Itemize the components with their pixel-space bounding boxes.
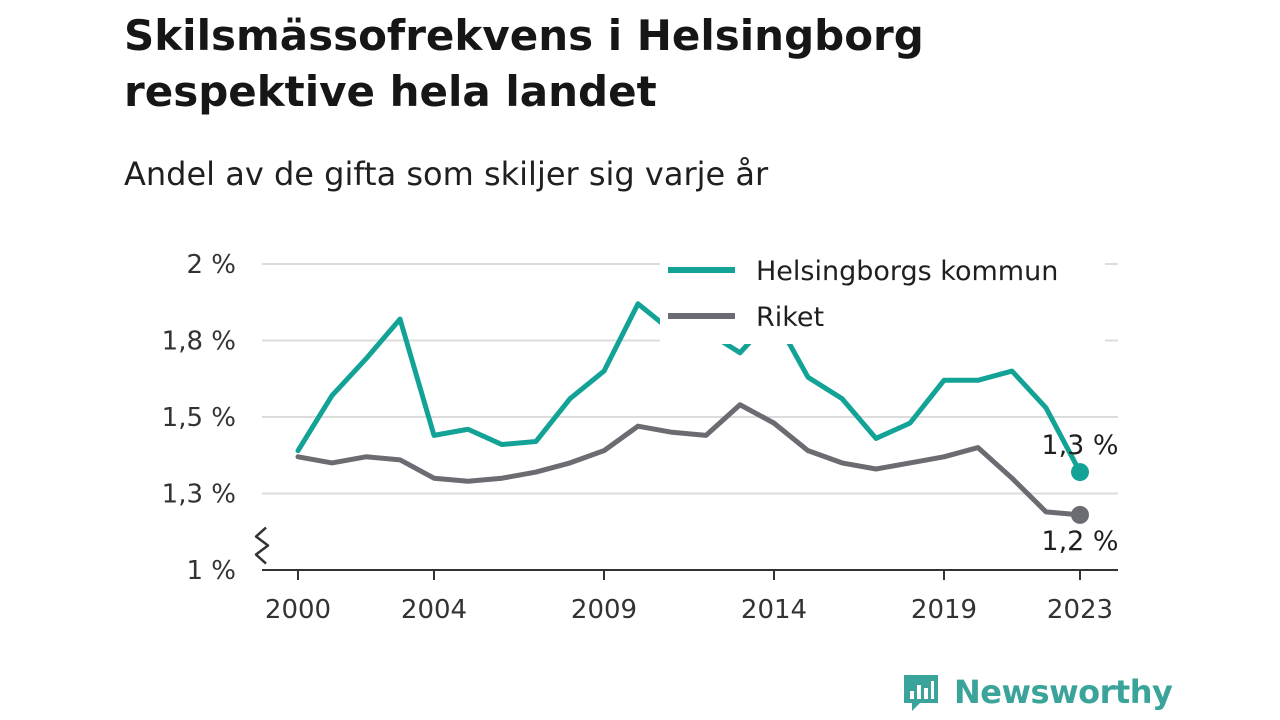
- x-tick-label: 2004: [401, 595, 467, 625]
- y-tick-label: 1,5 %: [162, 403, 236, 433]
- axis-break-icon: [254, 526, 270, 565]
- legend-label: Helsingborgs kommun: [756, 256, 1058, 287]
- x-tick-label: 2019: [911, 595, 977, 625]
- brand-name: Newsworthy: [954, 673, 1173, 711]
- newsworthy-logo: Newsworthy: [900, 670, 1173, 714]
- legend-label: Riket: [756, 302, 824, 333]
- y-tick-label: 2 %: [186, 250, 236, 280]
- end-label-helsingborg: 1,3 %: [1041, 430, 1118, 461]
- end-label-riket: 1,2 %: [1041, 526, 1118, 557]
- x-tick-label: 2023: [1047, 595, 1113, 625]
- legend: Helsingborgs kommun Riket: [660, 246, 1105, 344]
- y-tick-label: 1,8 %: [162, 327, 236, 357]
- y-tick-label: 1,3 %: [162, 480, 236, 510]
- chart-subtitle: Andel av de gifta som skiljer sig varje …: [124, 155, 769, 193]
- x-tick-label: 2014: [741, 595, 807, 625]
- x-tick-label: 2009: [571, 595, 637, 625]
- end-point: [1071, 463, 1089, 482]
- end-point: [1071, 505, 1089, 524]
- legend-background: [660, 246, 1105, 344]
- series-line-riket: [295, 402, 1083, 518]
- chart-title: Skilsmässofrekvens i Helsingborg respekt…: [124, 11, 924, 116]
- y-tick-label: 1 %: [186, 556, 236, 586]
- bar-chart-icon: [904, 675, 938, 711]
- axes: 1 % 1,3 % 1,5 % 1,8 % 2 % 2000 2004 2009 2014 201…: [162, 250, 1118, 625]
- x-tick-label: 2000: [265, 595, 331, 625]
